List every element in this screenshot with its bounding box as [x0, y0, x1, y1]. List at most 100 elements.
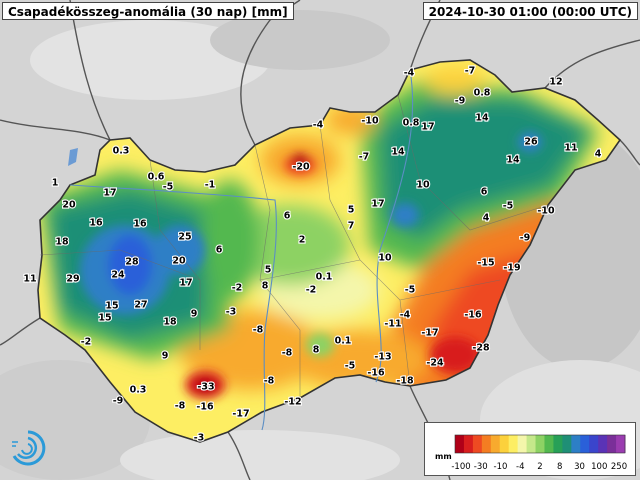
value-label: 5 — [265, 265, 272, 276]
value-label: 7 — [348, 221, 355, 232]
value-label: 0.3 — [130, 385, 147, 396]
legend-swatch — [455, 435, 465, 453]
legend: -100 -30 -10 -4 2 8 30 100 250 mm — [424, 422, 636, 476]
met-service-logo-icon — [12, 430, 46, 466]
legend-ticks: -100 -30 -10 -4 2 8 30 100 250 — [451, 462, 627, 472]
value-label: 6 — [284, 211, 291, 222]
value-label: -4 — [404, 68, 415, 79]
value-label: -5 — [163, 182, 174, 193]
value-label: -7 — [359, 152, 370, 163]
legend-tick-label: -10 — [494, 462, 508, 472]
value-label: 6 — [481, 187, 488, 198]
value-label: 28 — [125, 257, 139, 268]
value-label: 0.1 — [335, 336, 352, 347]
timestamp: 2024-10-30 01:00 (00:00 UTC) — [422, 2, 638, 20]
value-label: -3 — [194, 433, 205, 444]
rivers — [69, 69, 414, 431]
legend-swatch — [607, 435, 617, 453]
legend-swatch — [535, 435, 545, 453]
value-label: -4 — [313, 120, 324, 131]
legend-swatch — [544, 435, 554, 453]
lake-icon — [68, 148, 78, 166]
value-label: -9 — [455, 96, 466, 107]
value-label: -8 — [175, 401, 186, 412]
value-label: 11 — [23, 274, 36, 285]
legend-tick-label: 100 — [591, 462, 607, 472]
value-label: 8 — [313, 345, 320, 356]
value-label: -5 — [345, 361, 356, 372]
value-label: 1 — [52, 178, 59, 189]
value-label: 0.8 — [474, 88, 491, 99]
legend-tick-label: 250 — [611, 462, 627, 472]
value-label: 9 — [191, 309, 198, 320]
legend-swatch — [481, 435, 492, 453]
value-label: 5 — [348, 205, 355, 216]
value-label: -15 — [477, 258, 494, 269]
value-label: -16 — [196, 402, 214, 413]
value-label: -8 — [282, 348, 293, 359]
value-label: -19 — [503, 263, 520, 274]
value-label: -2 — [81, 337, 92, 348]
legend-tick-label: 2 — [537, 462, 542, 472]
value-label: 0.6 — [148, 172, 165, 183]
legend-swatch — [463, 435, 474, 453]
legend-tick-label: 30 — [574, 462, 585, 472]
value-label: -16 — [464, 310, 482, 321]
legend-swatch — [526, 435, 537, 453]
value-label: 25 — [178, 232, 191, 243]
value-label: 8 — [262, 281, 269, 292]
value-label: -2 — [232, 283, 243, 294]
value-label: 14 — [475, 113, 489, 124]
legend-tick-label: -30 — [474, 462, 488, 472]
value-label: -12 — [284, 397, 301, 408]
legend-swatch — [517, 435, 528, 453]
value-label: -7 — [465, 66, 476, 77]
legend-swatch — [616, 435, 626, 453]
legend-swatch — [562, 435, 572, 453]
value-label: -4 — [400, 310, 411, 321]
legend-colorbar — [454, 434, 626, 454]
value-label: -28 — [472, 343, 490, 354]
legend-swatch — [589, 435, 599, 453]
legend-unit: mm — [435, 452, 452, 461]
value-label: 4 — [483, 213, 490, 224]
legend-swatch — [553, 435, 563, 453]
value-label: -2 — [306, 285, 317, 296]
value-label: -8 — [264, 376, 275, 387]
legend-tick-label: 8 — [557, 462, 562, 472]
value-label: -10 — [361, 116, 379, 127]
value-label: -10 — [537, 206, 555, 217]
value-label: 9 — [162, 351, 169, 362]
legend-swatch — [508, 435, 519, 453]
legend-swatch — [571, 435, 581, 453]
value-label: 16 — [133, 219, 147, 230]
value-label: 16 — [89, 218, 103, 229]
legend-swatch — [472, 435, 483, 453]
value-label: -3 — [226, 307, 237, 318]
value-label: 6 — [216, 245, 223, 256]
value-label: -20 — [292, 162, 310, 173]
value-label: -11 — [384, 319, 401, 330]
value-label: -5 — [503, 201, 514, 212]
value-label: 18 — [55, 237, 69, 248]
value-label: -1 — [205, 180, 216, 191]
legend-swatch — [598, 435, 608, 453]
value-label: -9 — [520, 233, 531, 244]
legend-swatch — [580, 435, 590, 453]
value-label: -13 — [374, 352, 391, 363]
legend-tick-label: -4 — [516, 462, 524, 472]
value-label: 15 — [98, 313, 111, 324]
value-label: 14 — [391, 147, 405, 158]
value-label: 17 — [421, 122, 434, 133]
value-label: 10 — [378, 253, 392, 264]
country-outline — [37, 59, 622, 443]
value-label: 0.3 — [113, 146, 130, 157]
value-label: -5 — [405, 285, 416, 296]
legend-swatch — [499, 435, 510, 453]
value-label: 20 — [172, 256, 186, 267]
value-label: 17 — [103, 188, 116, 199]
legend-tick-label: -100 — [451, 462, 470, 472]
value-label: -33 — [197, 382, 214, 393]
